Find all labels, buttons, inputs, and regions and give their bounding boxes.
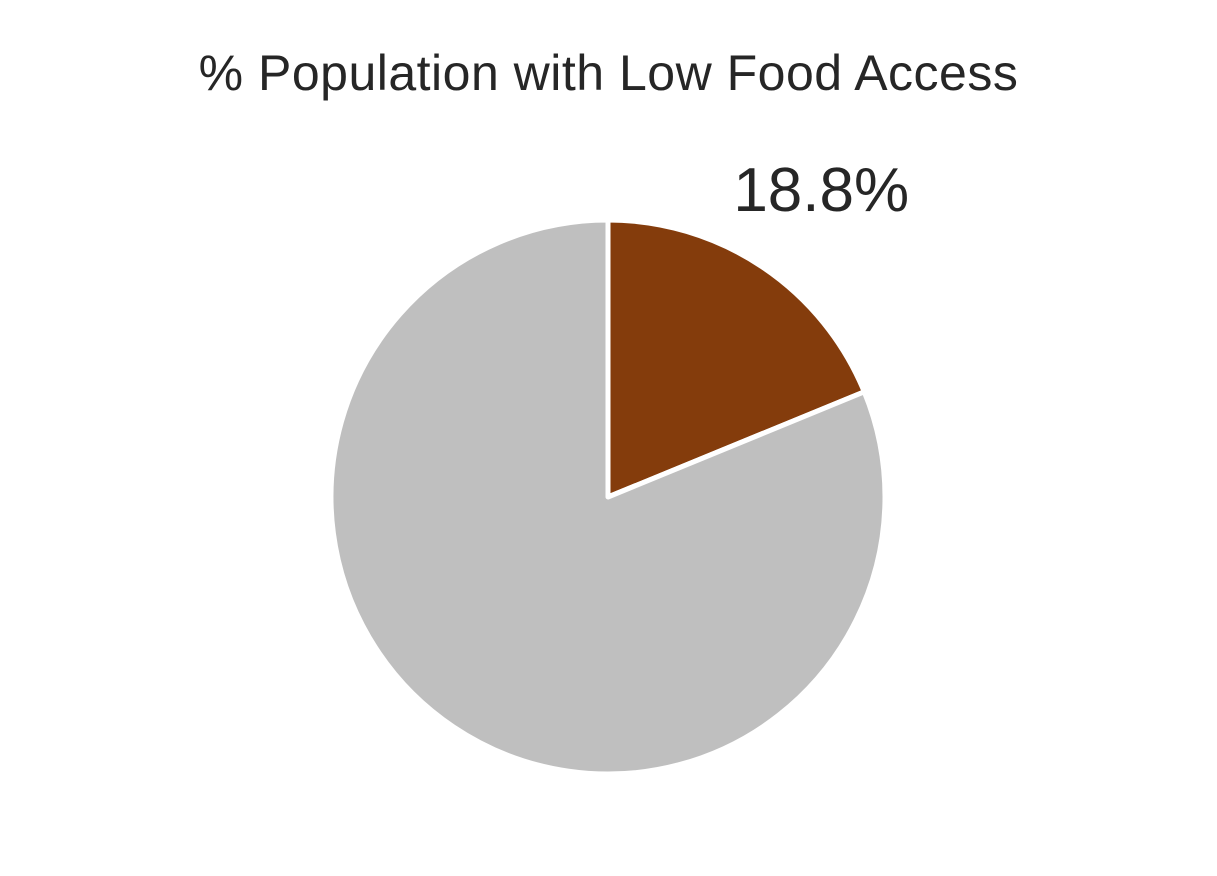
chart-title: % Population with Low Food Access: [198, 45, 1019, 101]
data-label-0: 18.8%: [733, 156, 909, 225]
pie-slices: [328, 217, 888, 777]
pie-data-labels: 18.8%: [733, 156, 909, 225]
pie-slice-0: [605, 217, 867, 500]
pie-slice-1: [328, 217, 888, 777]
